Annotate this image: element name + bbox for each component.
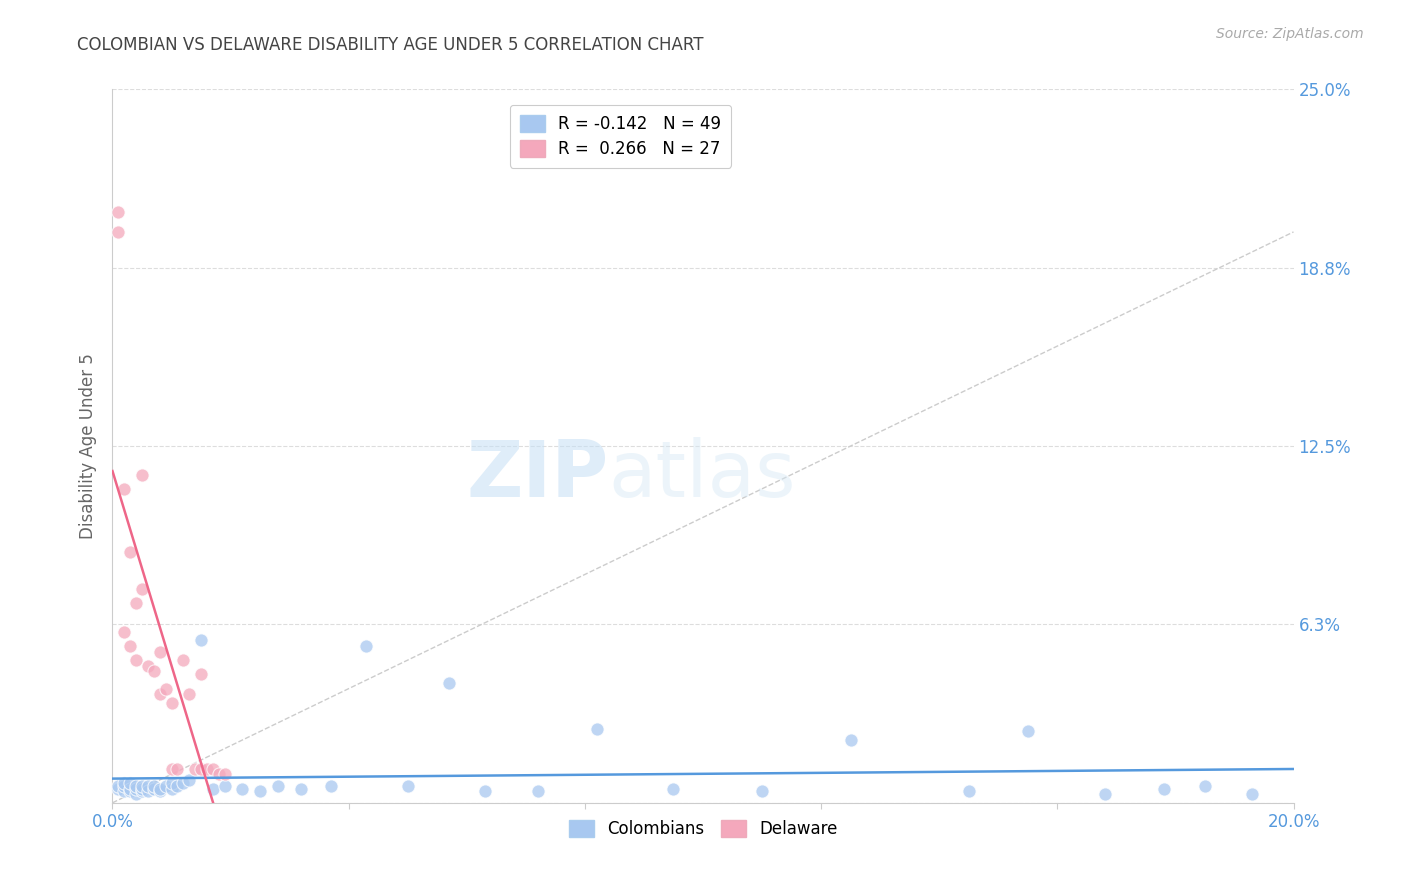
Legend: Colombians, Delaware: Colombians, Delaware <box>562 813 844 845</box>
Point <box>1194 779 1216 793</box>
Point <box>474 784 496 798</box>
Point <box>155 681 177 696</box>
Point <box>319 779 342 793</box>
Point <box>751 784 773 798</box>
Point <box>120 781 142 796</box>
Point <box>149 781 172 796</box>
Point <box>112 482 135 496</box>
Point <box>396 779 419 793</box>
Point <box>160 776 183 790</box>
Point <box>190 762 212 776</box>
Point <box>149 784 172 798</box>
Point <box>131 582 153 596</box>
Text: ZIP: ZIP <box>467 436 609 513</box>
Point <box>1094 787 1116 801</box>
Point <box>120 776 142 790</box>
Point <box>172 653 194 667</box>
Point <box>1153 781 1175 796</box>
Point <box>149 687 172 701</box>
Point <box>190 667 212 681</box>
Point <box>290 781 312 796</box>
Point <box>155 779 177 793</box>
Point <box>120 639 142 653</box>
Point <box>131 779 153 793</box>
Point <box>437 676 460 690</box>
Point <box>249 784 271 798</box>
Point <box>136 784 159 798</box>
Point <box>1017 724 1039 739</box>
Text: atlas: atlas <box>609 436 796 513</box>
Point <box>125 787 148 801</box>
Point <box>231 781 253 796</box>
Point <box>142 665 165 679</box>
Point <box>201 781 224 796</box>
Point <box>142 781 165 796</box>
Point <box>120 784 142 798</box>
Point <box>172 776 194 790</box>
Point <box>356 639 378 653</box>
Point <box>131 784 153 798</box>
Point <box>160 781 183 796</box>
Point <box>214 779 236 793</box>
Point <box>160 696 183 710</box>
Point <box>585 722 607 736</box>
Y-axis label: Disability Age Under 5: Disability Age Under 5 <box>79 353 97 539</box>
Point <box>112 776 135 790</box>
Point <box>166 779 188 793</box>
Point <box>131 781 153 796</box>
Point <box>125 653 148 667</box>
Point <box>267 779 290 793</box>
Point <box>839 733 862 747</box>
Point <box>195 762 218 776</box>
Point <box>142 779 165 793</box>
Point <box>526 784 548 798</box>
Point <box>184 762 207 776</box>
Point <box>957 784 980 798</box>
Point <box>201 762 224 776</box>
Point <box>125 779 148 793</box>
Point <box>107 781 129 796</box>
Point <box>160 762 183 776</box>
Point <box>190 633 212 648</box>
Point <box>107 205 129 219</box>
Point <box>125 596 148 610</box>
Point <box>149 644 172 658</box>
Point <box>112 779 135 793</box>
Text: Source: ZipAtlas.com: Source: ZipAtlas.com <box>1216 27 1364 41</box>
Point <box>662 781 685 796</box>
Point <box>125 781 148 796</box>
Point <box>136 779 159 793</box>
Point <box>179 772 201 787</box>
Point <box>112 784 135 798</box>
Point <box>112 624 135 639</box>
Point <box>136 658 159 673</box>
Point <box>1241 787 1264 801</box>
Point <box>166 762 188 776</box>
Point <box>214 767 236 781</box>
Point <box>107 225 129 239</box>
Point <box>107 779 129 793</box>
Point <box>131 467 153 482</box>
Text: COLOMBIAN VS DELAWARE DISABILITY AGE UNDER 5 CORRELATION CHART: COLOMBIAN VS DELAWARE DISABILITY AGE UND… <box>77 36 704 54</box>
Point <box>208 767 231 781</box>
Point <box>120 544 142 558</box>
Point <box>179 687 201 701</box>
